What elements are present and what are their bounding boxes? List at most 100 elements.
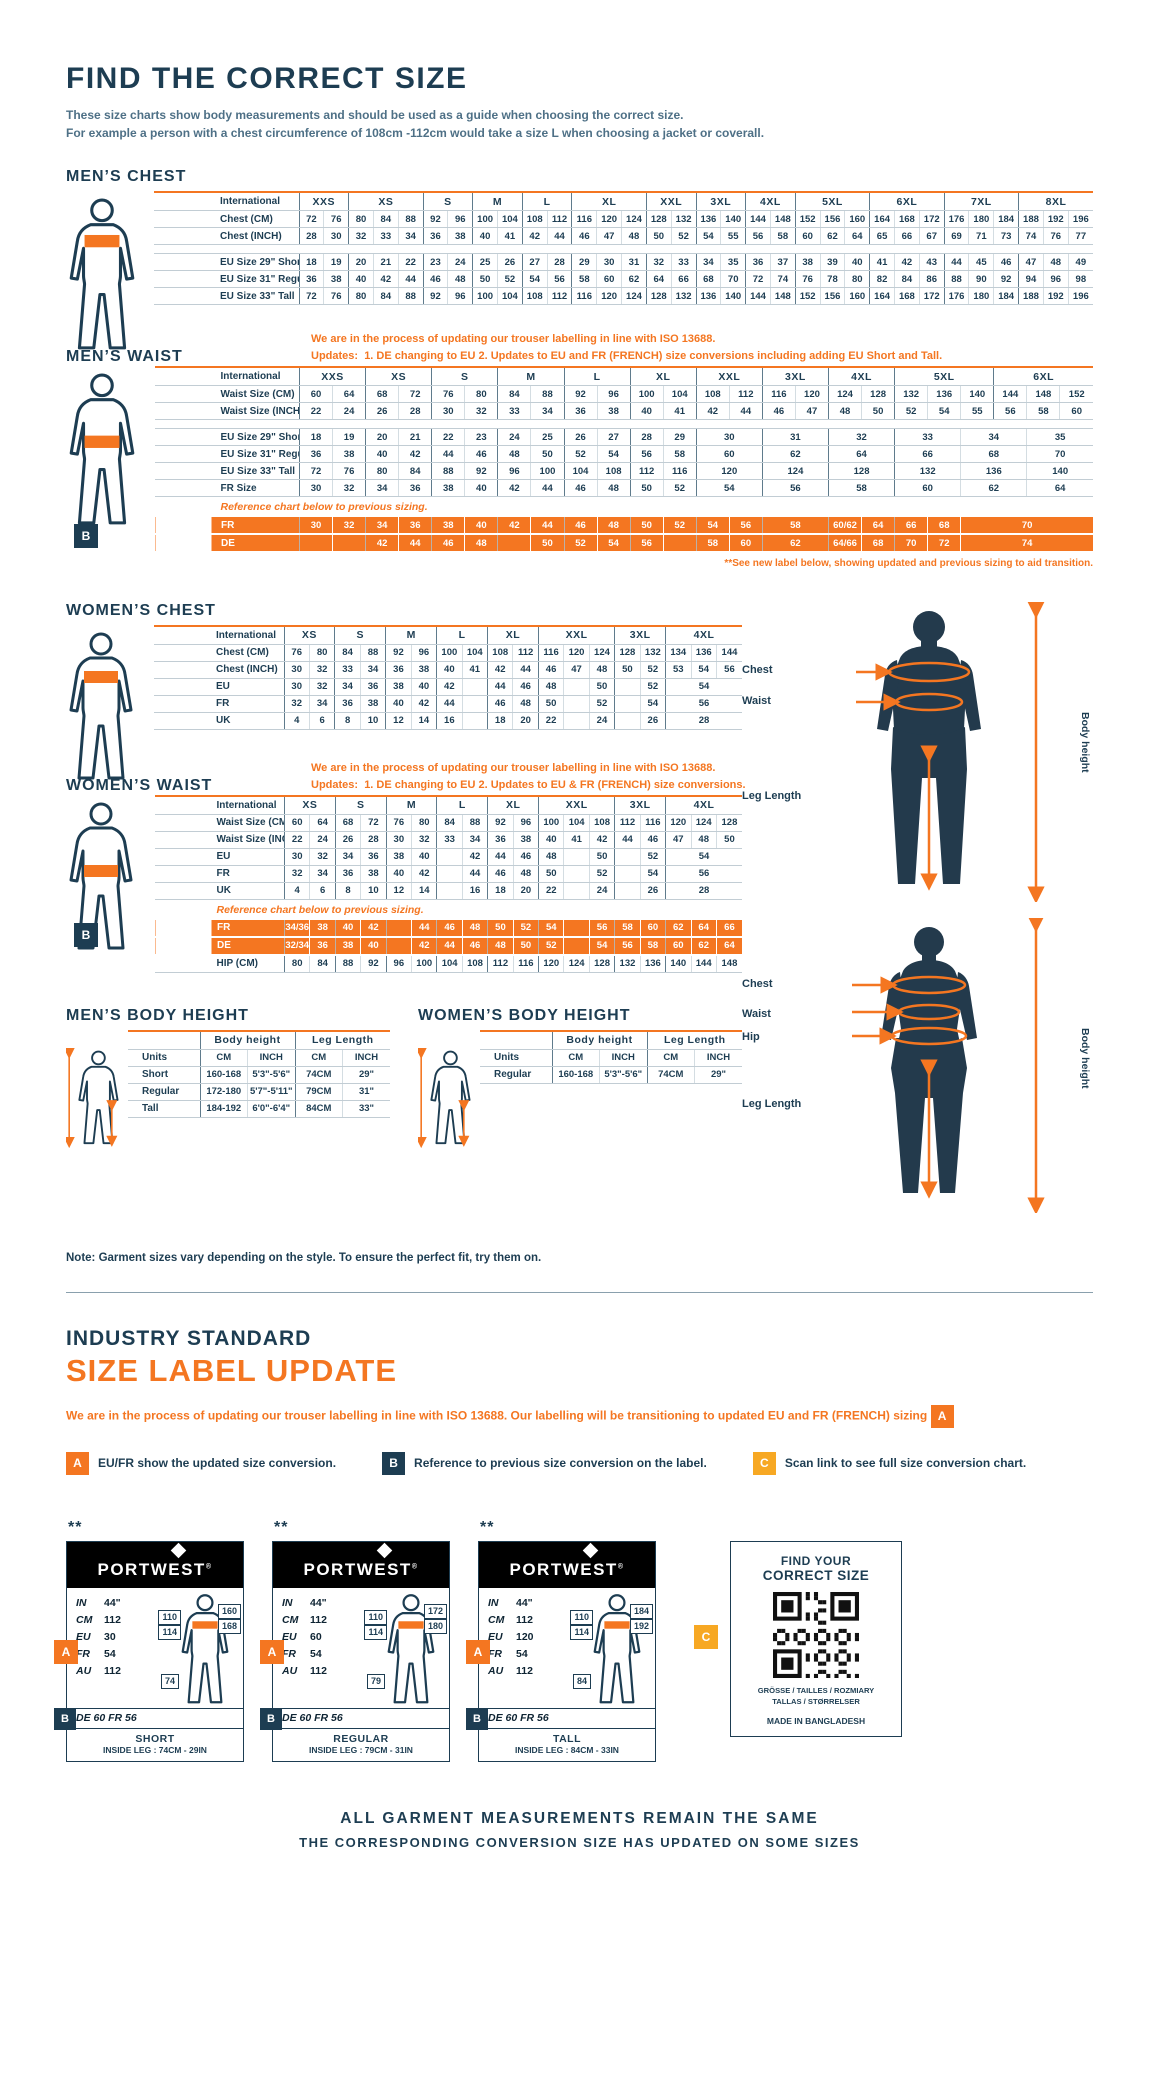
previous-size-row: B DE 60 FR 56 <box>54 1707 243 1730</box>
a-badge: A <box>260 1639 284 1664</box>
c-badge: C <box>752 1451 776 1475</box>
body-height-label: Body height <box>1079 1027 1091 1089</box>
size-label-tall: ** PORTWEST® IN 44" CM 112 EU 120 FR 54 AU 11… <box>466 1518 656 1762</box>
mens-chest-section: MEN’S CHEST International XXS XS S M L XL XXL 3X… <box>66 168 1093 350</box>
stars: ** <box>480 1518 495 1536</box>
mens-chest-heading: MEN’S CHEST <box>66 168 187 185</box>
male-waist-icon <box>69 373 135 525</box>
footer: ALL GARMENT MEASUREMENTS REMAIN THE SAME… <box>66 1810 1093 1850</box>
size-table: International XS S M L XL XXL 3XL 4XL Waist Size … <box>154 794 742 973</box>
a-badge: A <box>66 1451 89 1475</box>
womens-chest-heading: WOMEN’S CHEST <box>66 601 216 619</box>
womens-bodyheight-section: WOMEN’S BODY HEIGHT Body height Leg Lengt… <box>418 1006 742 1148</box>
male-chest-icon <box>69 198 135 350</box>
label-caption: REGULAR <box>333 1732 389 1745</box>
iso-note: We are in the process of updating our tr… <box>311 761 716 774</box>
size-table: Body height Leg Length Units CM INCH CM INCH Sh… <box>128 1029 390 1118</box>
legend-item-c: C Scan link to see full size conversion … <box>752 1451 1026 1475</box>
female-photo-figure <box>852 914 1045 1215</box>
size-table: International XXS XS S M L XL XXL 3XL 4XL 5XL 6XL 7X… <box>154 191 1093 305</box>
womens-waist-heading: WOMEN’S WAIST <box>66 776 213 794</box>
size-rows: IN 44" CM 112 EU 60 FR 54 AU 112 <box>282 1596 327 1677</box>
leg-length-label: Leg Length <box>742 789 802 802</box>
label-caption: SHORT <box>135 1732 175 1745</box>
reference-b-badge: B <box>74 524 98 549</box>
womens-bodyheight-table: Body height Leg Length Units CM INCH CM INCH Re… <box>480 1029 742 1084</box>
stars: ** <box>68 1518 83 1536</box>
label-person-icon <box>593 1593 641 1703</box>
label-caption: TALL <box>552 1732 582 1745</box>
mens-waist-table: International XXS XS S M L XL XXL 3XL 4XL 5XL 6XL Wa… <box>154 366 1093 572</box>
legend: A EU/FR show the updated size conversion… <box>66 1451 1093 1475</box>
a-badge: A <box>54 1639 78 1664</box>
leg-length-label: Leg Length <box>742 1097 802 1110</box>
female-waist-icon <box>69 802 133 950</box>
intro-line-1: These size charts show body measurements… <box>66 108 684 122</box>
legend-item-b: B Reference to previous size conversion … <box>382 1451 707 1475</box>
size-table: International XS S M L XL XXL 3XL 4XL Chest (CM) 7… <box>154 624 742 730</box>
size-labels-row: ** PORTWEST® IN 44" CM 112 EU 30 FR 54 AU 112… <box>54 1518 1093 1762</box>
size-rows: IN 44" CM 112 EU 30 FR 54 AU 112 <box>76 1596 121 1677</box>
b-badge: B <box>54 1707 76 1730</box>
size-table: International XXS XS S M L XL XXL 3XL 4XL 5XL 6XL Wa… <box>154 366 1093 572</box>
b-badge: B <box>382 1451 406 1475</box>
waist-label: Waist <box>742 1007 771 1020</box>
a-badge: A <box>930 1404 954 1428</box>
male-photo-figure <box>856 600 1045 904</box>
portwest-logo: PORTWEST® <box>273 1541 449 1588</box>
b-badge: B <box>466 1707 488 1730</box>
male-measurement-figure: Chest Waist Leg Length <box>742 600 1093 914</box>
qr-title-1: FIND YOUR <box>780 1553 852 1568</box>
page-title: FIND THE CORRECT SIZE <box>66 62 468 95</box>
female-measurement-figure: Chest Waist Hip Leg Length <box>742 914 1093 1218</box>
label-person-icon <box>387 1593 435 1703</box>
made-in: MADE IN BANGLADESH <box>766 1716 866 1727</box>
stars: ** <box>274 1518 289 1536</box>
previous-size-row: B DE 60 FR 56 <box>260 1707 449 1730</box>
inside-leg: INSIDE LEG : 79CM - 31IN <box>309 1744 413 1755</box>
portwest-logo: PORTWEST® <box>479 1541 655 1588</box>
portwest-logo: PORTWEST® <box>67 1541 243 1588</box>
page: FIND THE CORRECT SIZE These size charts … <box>54 62 1093 1850</box>
mens-waist-section: MEN’S WAIST We are in the process of upd… <box>66 331 1093 572</box>
mens-waist-notes: We are in the process of updating our tr… <box>311 331 942 366</box>
size-rows: IN 44" CM 112 EU 120 FR 54 AU 112 <box>488 1596 534 1677</box>
section-divider <box>66 1291 1093 1293</box>
industry-intro: We are in the process of updating our tr… <box>66 1404 1093 1428</box>
mens-bodyheight-table: Body height Leg Length Units CM INCH CM INCH Sh… <box>128 1029 390 1118</box>
garment-note: Note: Garment sizes vary depending on th… <box>66 1251 542 1264</box>
hip-label: Hip <box>742 1030 760 1043</box>
mens-bodyheight-section: MEN’S BODY HEIGHT Body height Leg Length U… <box>66 1006 390 1148</box>
c-badge: C <box>694 1624 718 1649</box>
womens-waist-table: International XS S M L XL XXL 3XL 4XL Waist Size … <box>154 794 742 973</box>
b-badge: B <box>260 1707 282 1730</box>
womens-chest-table: International XS S M L XL XXL 3XL 4XL Chest (CM) 7… <box>154 624 742 730</box>
womens-waist-section: WOMEN’S WAIST We are in the process of u… <box>66 760 746 973</box>
label-person-icon <box>181 1593 229 1703</box>
body-height-label: Body height <box>1079 711 1091 773</box>
a-badge: A <box>466 1639 490 1664</box>
qr-title-2: CORRECT SIZE <box>762 1567 870 1583</box>
female-height-icon <box>418 1047 471 1148</box>
qr-code <box>773 1591 859 1678</box>
womens-waist-notes: We are in the process of updating our tr… <box>311 760 746 795</box>
updates-note: Updates: 1. DE changing to EU 2. Updates… <box>311 350 943 363</box>
chest-label: Chest <box>742 663 773 676</box>
womens-bodyheight-heading: WOMEN’S BODY HEIGHT <box>418 1006 631 1024</box>
footer-line-2: THE CORRESPONDING CONVERSION SIZE HAS UP… <box>299 1834 860 1850</box>
previous-size-row: B DE 60 FR 56 <box>466 1707 655 1730</box>
inside-leg: INSIDE LEG : 74CM - 29IN <box>103 1744 207 1755</box>
inside-leg: INSIDE LEG : 84CM - 33IN <box>515 1744 619 1755</box>
waist-label: Waist <box>742 694 771 707</box>
mens-bodyheight-heading: MEN’S BODY HEIGHT <box>66 1006 249 1024</box>
industry-heading: INDUSTRY STANDARD <box>66 1326 312 1350</box>
male-height-icon <box>66 1047 119 1148</box>
chest-label: Chest <box>742 977 773 990</box>
mens-waist-heading: MEN’S WAIST <box>66 348 183 366</box>
intro-line-2: For example a person with a chest circum… <box>66 126 765 140</box>
size-label-regular: ** PORTWEST® IN 44" CM 112 EU 60 FR 54 AU 112… <box>260 1518 450 1762</box>
size-label-short: ** PORTWEST® IN 44" CM 112 EU 30 FR 54 AU 112… <box>54 1518 244 1762</box>
size-table: Body height Leg Length Units CM INCH CM INCH Re… <box>480 1029 742 1084</box>
intro-text: These size charts show body measurements… <box>66 106 1093 142</box>
size-label-update-heading: SIZE LABEL UPDATE <box>66 1352 398 1388</box>
